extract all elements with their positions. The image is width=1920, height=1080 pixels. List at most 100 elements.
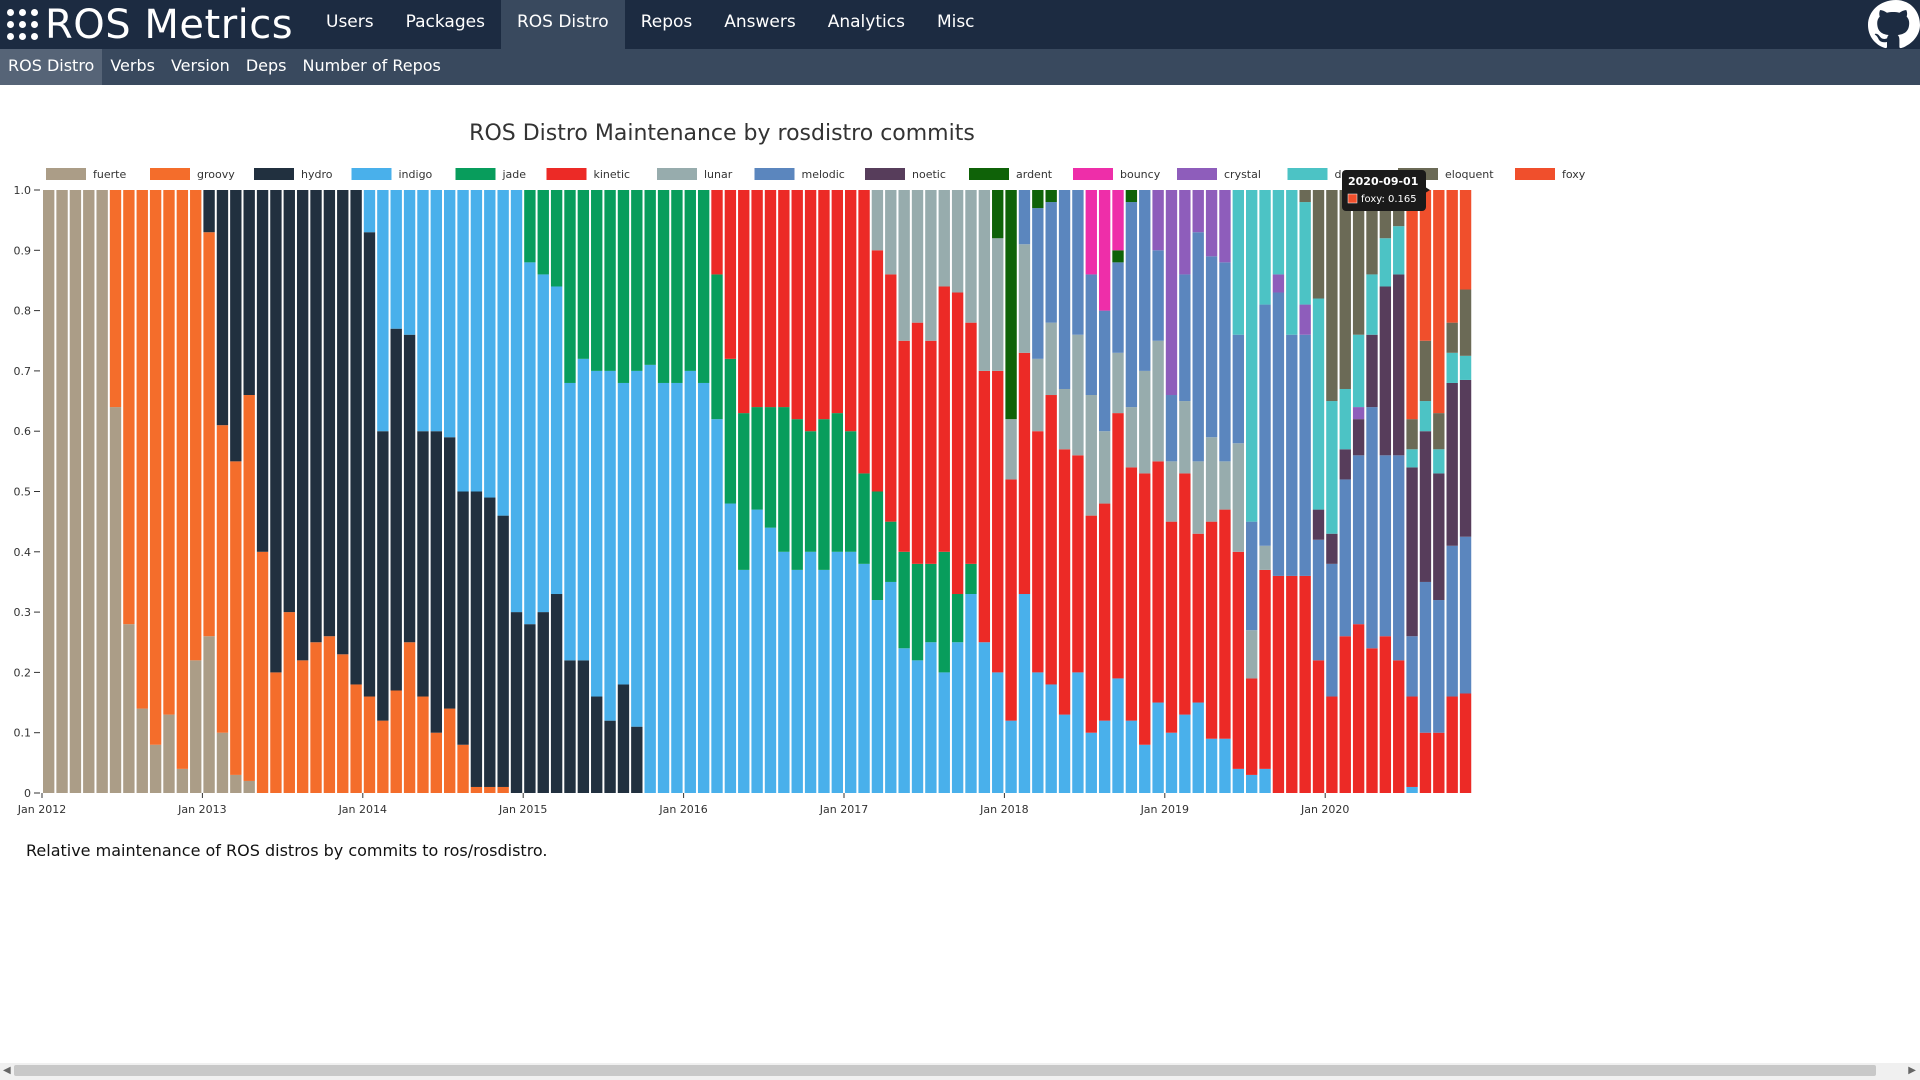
nav-item-users[interactable]: Users	[326, 12, 374, 32]
brand[interactable]: ROS Metrics	[7, 0, 293, 49]
bar-eloquent	[1339, 190, 1351, 389]
bar-crystal	[1272, 274, 1285, 293]
nav-item-misc[interactable]: Misc	[936, 12, 975, 32]
y-tick-label: 0.9	[14, 244, 32, 257]
bar-jade	[631, 190, 643, 371]
nav-item-packages[interactable]: Packages	[405, 12, 485, 32]
bar-melodic	[1246, 521, 1258, 631]
bar-groovy	[457, 744, 469, 793]
bar-ardent	[992, 190, 1004, 239]
nav-item-answers[interactable]: Answers	[724, 12, 796, 32]
x-tick-label: Jan 2012	[17, 803, 66, 816]
bar-lunar	[885, 190, 897, 275]
bar-melodic	[1406, 636, 1418, 697]
bar-kinetic	[1272, 575, 1285, 793]
bar-fuerte	[69, 190, 82, 793]
bar-eloquent	[1366, 190, 1378, 275]
bar-melodic	[1072, 190, 1084, 335]
legend-label-foxy: foxy	[1562, 168, 1586, 181]
bar-lunar	[871, 190, 884, 251]
x-tick-label: Jan 2018	[979, 803, 1028, 816]
scroll-left-icon[interactable]: ◀	[3, 1065, 11, 1076]
bar-indigo	[577, 358, 590, 661]
bar-groovy	[203, 232, 215, 637]
x-tick-label: Jan 2019	[1140, 803, 1189, 816]
bar-kinetic	[1219, 509, 1231, 739]
bar-dashing	[1393, 226, 1405, 275]
bar-crystal	[1352, 407, 1365, 420]
bar-ardent	[1032, 190, 1044, 209]
bar-kinetic	[1299, 575, 1311, 793]
y-axis: 0 0.1 0.2 0.3 0.4 0.5 0.6 0.7 0.8 0.9 1.0	[14, 184, 40, 800]
subnav-item-number-of-repos[interactable]: Number of Repos	[302, 56, 441, 75]
nav-item-ros-distro[interactable]: ROS Distro	[500, 0, 625, 49]
bar-melodic	[1272, 292, 1285, 576]
bar-groovy	[310, 642, 322, 793]
bar-dashing	[1459, 355, 1472, 380]
bar-kinetic	[1125, 467, 1138, 721]
bar-kinetic	[1366, 648, 1378, 793]
bar-groovy	[190, 190, 202, 661]
sub-navbar: ROS Distro Verbs Version Deps Number of …	[0, 49, 1920, 85]
legend-swatch-indigo	[351, 168, 392, 180]
bar-fuerte	[230, 774, 242, 793]
bar-melodic	[1058, 190, 1071, 389]
main-nav: Users Packages ROS Distro Repos Answers …	[310, 0, 991, 49]
nav-item-analytics[interactable]: Analytics	[827, 12, 905, 32]
bar-lunar	[1045, 322, 1057, 396]
subnav-item-deps[interactable]: Deps	[245, 56, 287, 75]
bar-lunar	[1179, 401, 1191, 474]
bar-indigo	[684, 370, 696, 793]
bar-jade	[845, 431, 857, 552]
bar-lunar	[938, 190, 950, 287]
bar-kinetic	[911, 322, 924, 564]
bar-lunar	[1058, 388, 1071, 450]
legend-swatch-melodic	[754, 168, 795, 180]
bar-lunar	[898, 190, 910, 341]
bar-kinetic	[1058, 449, 1071, 715]
bar-dashing	[1286, 190, 1298, 335]
scrollbar-thumb[interactable]	[14, 1065, 1876, 1076]
bar-hydro	[524, 624, 536, 793]
horizontal-scrollbar[interactable]: ◀ ▶	[0, 1063, 1920, 1080]
nav-item-repos[interactable]: Repos	[640, 12, 693, 32]
bar-lunar	[911, 190, 924, 323]
bar-kinetic	[1446, 696, 1458, 793]
bar-kinetic	[1205, 521, 1218, 739]
chart-container: ROS Distro Maintenance by rosdistro comm…	[0, 85, 1920, 845]
subnav-item-ros-distro[interactable]: ROS Distro	[0, 49, 103, 85]
bar-indigo	[1179, 714, 1191, 793]
y-tick-label: 0.3	[14, 606, 32, 619]
bar-noetic	[1312, 509, 1325, 540]
github-icon[interactable]	[1866, 0, 1920, 50]
bar-indigo	[1125, 720, 1138, 793]
bar-hydro	[230, 190, 242, 462]
bar-lunar	[1085, 395, 1097, 516]
bar-jade	[871, 491, 884, 601]
bar-groovy	[176, 190, 189, 769]
subnav-item-version[interactable]: Version	[170, 56, 230, 75]
bar-indigo	[497, 190, 509, 516]
bar-bouncy	[1085, 190, 1097, 275]
bar-indigo	[951, 642, 964, 793]
y-tick-label: 0.5	[14, 486, 32, 499]
bar-groovy	[256, 551, 269, 793]
tooltip-value: foxy: 0.165	[1361, 194, 1417, 205]
apps-grid-icon	[7, 8, 39, 41]
stacked-bar-chart[interactable]: ROS Distro Maintenance by rosdistro comm…	[0, 85, 1920, 845]
bar-indigo	[697, 382, 710, 793]
bar-indigo	[1085, 732, 1097, 793]
bar-kinetic	[978, 370, 991, 643]
bar-kinetic	[1312, 660, 1325, 793]
bar-dashing	[1433, 449, 1445, 474]
bar-melodic	[1299, 334, 1311, 576]
bar-melodic	[1045, 202, 1057, 323]
bar-jade	[965, 563, 977, 595]
subnav-item-verbs[interactable]: Verbs	[110, 56, 155, 75]
bar-kinetic	[738, 190, 750, 414]
scroll-right-icon[interactable]: ▶	[1908, 1065, 1916, 1076]
bar-lunar	[1125, 407, 1138, 468]
bar-melodic	[1419, 581, 1432, 733]
bar-groovy	[337, 654, 349, 793]
bar-lunar	[1192, 461, 1204, 534]
